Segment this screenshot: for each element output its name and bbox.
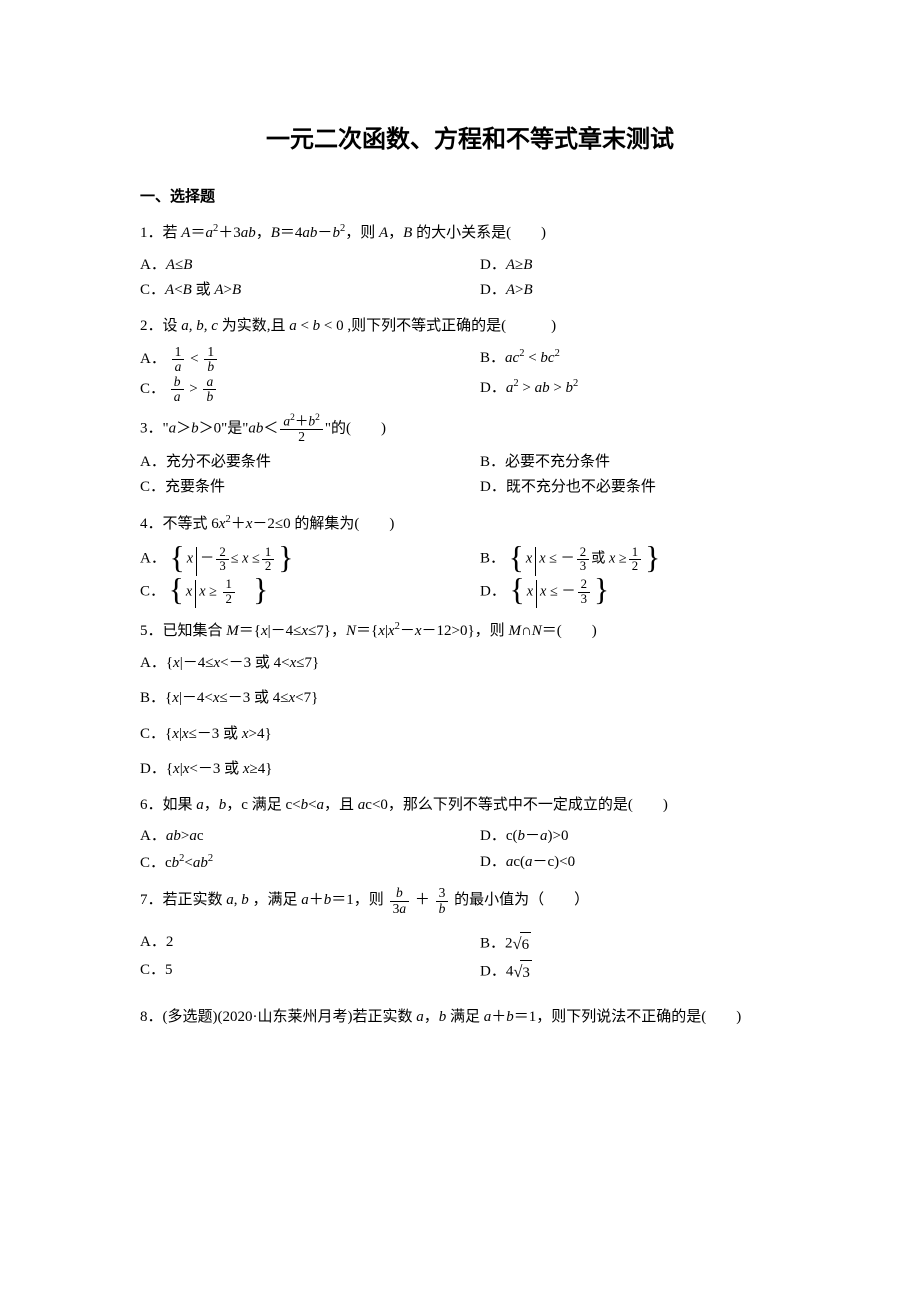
q6-optC: C．cb2<ab2 — [140, 850, 460, 877]
q7-optC: C．5 — [140, 958, 460, 987]
q3-optB: B．必要不充分条件 — [480, 450, 800, 476]
q2-optB: B．ac2 < bc2 — [480, 345, 800, 374]
doc-title: 一元二次函数、方程和不等式章末测试 — [140, 120, 800, 161]
q2-optC: C． ba > ab — [140, 375, 460, 404]
q3-optA: A．充分不必要条件 — [140, 450, 460, 476]
q3-optD: D．既不充分也不必要条件 — [480, 475, 800, 501]
q4-optA: A． {x－23≤ x ≤12} — [140, 543, 460, 576]
q7-stem: 7．若正实数 a, b ，满足 a＋b＝1，则 b3a ＋ 3b 的最小值为（ … — [140, 886, 800, 915]
q4-optB: B． {xx ≤ －23或 x ≥12} — [480, 543, 800, 576]
q6-optA: A．ab>ac — [140, 824, 460, 850]
q1-optB: D．A≥B — [480, 253, 800, 279]
q7-optA: A．2 — [140, 930, 460, 959]
q2C-label: C． — [140, 381, 165, 397]
q6-optB: D．c(b－a)>0 — [480, 824, 800, 850]
q5-optB: B．{x|－4<x≤－3 或 4≤x<7} — [140, 686, 800, 712]
q5-stem: 5．已知集合 M＝{x|－4≤x≤7}，N＝{x|x2－x－12>0}，则 M∩… — [140, 618, 800, 645]
q2A-label: A． — [140, 351, 166, 367]
q2-pre: 2．设 — [140, 318, 178, 334]
q2-stem: 2．设 a, b, c 为实数,且 a < b < 0 ,则下列不等式正确的是(… — [140, 314, 800, 340]
section-heading: 一、选择题 — [140, 185, 800, 211]
q5-optA: A．{x|－4≤x<－3 或 4<x≤7} — [140, 651, 800, 677]
q1-optD: D．A>B — [480, 278, 800, 304]
q5-optC: C．{x|x≤－3 或 x>4} — [140, 722, 800, 748]
q6-stem: 6．如果 a，b，c 满足 c<b<a，且 ac<0，那么下列不等式中不一定成立… — [140, 793, 800, 819]
q3-optC: C．充要条件 — [140, 475, 460, 501]
q1-optC: C．A<B 或 A>B — [140, 278, 460, 304]
q3-stem: 3．"a＞b＞0"是"ab＜a2＋b22"的( ) — [140, 414, 800, 444]
q4-stem: 4．不等式 6x2＋x－2≤0 的解集为( ) — [140, 511, 800, 538]
q6-optD: D．ac(a－c)<0 — [480, 850, 800, 877]
q4-optC: C． {xx ≥ 12 } — [140, 576, 460, 609]
q2-optA: A． 1a < 1b — [140, 345, 460, 374]
q4-optD: D． {xx ≤ －23} — [480, 576, 800, 609]
q2-optD: D．a2 > ab > b2 — [480, 375, 800, 404]
q2-abc: a, b, c — [181, 318, 218, 334]
q1-stem: 1．若 A＝a2＋3ab，B＝4ab－b2，则 A，B 的大小关系是( ) — [140, 220, 800, 247]
q7-optB: B．2√6 — [480, 930, 800, 959]
q1-optA: A．A≤B — [140, 253, 460, 279]
q8-stem: 8．(多选题)(2020·山东莱州月考)若正实数 a，b 满足 a＋b＝1，则下… — [140, 1005, 800, 1031]
page-root: 一元二次函数、方程和不等式章末测试 一、选择题 1．若 A＝a2＋3ab，B＝4… — [0, 0, 920, 1302]
q5-optD: D．{x|x<－3 或 x≥4} — [140, 757, 800, 783]
q7-optD: D．4√3 — [480, 958, 800, 987]
